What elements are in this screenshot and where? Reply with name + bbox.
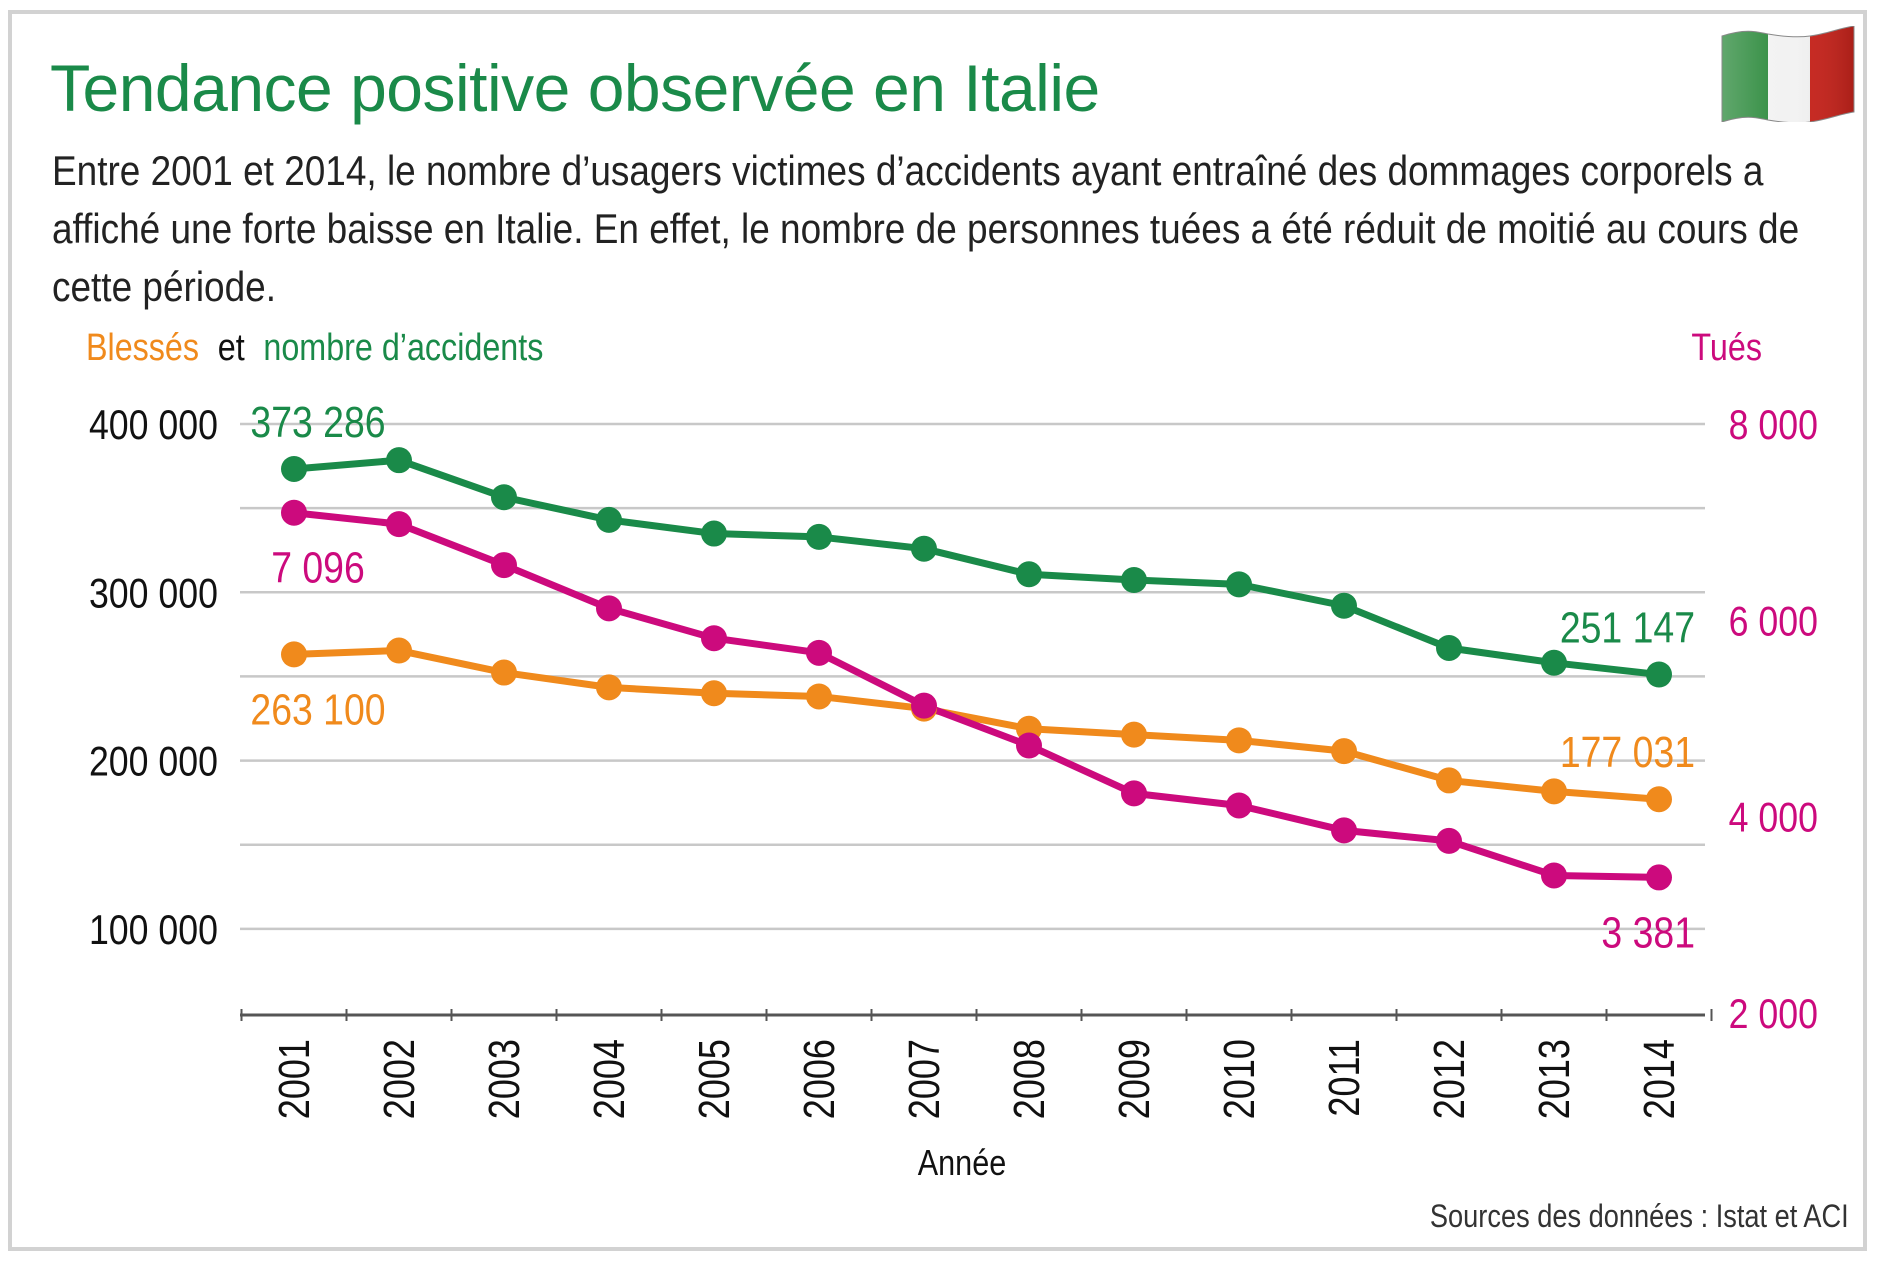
- data-point: [596, 506, 622, 533]
- series-line: [293, 456, 1660, 678]
- data-point: [1226, 727, 1252, 754]
- left-tick-label: 300 000: [89, 571, 218, 617]
- left-axis-title-et: et: [218, 327, 245, 369]
- x-tick-label: 2009: [1110, 1039, 1159, 1119]
- data-source: Sources des données : Istat et ACI: [1430, 1198, 1849, 1234]
- data-label: 263 100: [250, 685, 385, 735]
- x-tick-label: 2012: [1425, 1039, 1474, 1119]
- data-point: [281, 641, 307, 668]
- data-point: [281, 455, 307, 482]
- data-point: [1016, 561, 1042, 588]
- data-point: [911, 535, 937, 562]
- data-point: [1226, 571, 1252, 598]
- chart-frame: [8, 10, 1867, 1251]
- data-point: [281, 499, 307, 526]
- data-point: [1016, 732, 1042, 759]
- x-tick-label: 2005: [690, 1039, 739, 1119]
- data-point: [806, 639, 832, 666]
- data-label: 177 031: [1560, 727, 1695, 777]
- data-point: [806, 683, 832, 710]
- data-point: [1121, 721, 1147, 748]
- chart-subtitle: Entre 2001 et 2014, le nombre d’usagers …: [52, 147, 1800, 310]
- data-point: [1121, 780, 1147, 807]
- data-point: [701, 680, 727, 707]
- chart-labels: 263 100 177 031 373 286 251 147 7 096 3 381: [250, 397, 1695, 957]
- x-tick-label: 2014: [1635, 1039, 1684, 1119]
- series-line: [293, 647, 1660, 803]
- right-tick-label: 6 000: [1729, 599, 1818, 645]
- data-point: [1541, 778, 1567, 805]
- left-axis-title: Blessés et nombre d’accidents: [86, 327, 543, 369]
- data-point: [491, 484, 517, 511]
- data-point: [386, 447, 412, 474]
- data-label: 373 286: [250, 397, 385, 447]
- x-tick-label: 2003: [480, 1039, 529, 1119]
- data-point: [806, 523, 832, 550]
- x-tick-label: 2004: [585, 1039, 634, 1119]
- data-point: [1331, 592, 1357, 619]
- data-point: [1331, 817, 1357, 844]
- data-point: [1646, 661, 1672, 688]
- x-tick-label: 2001: [270, 1039, 319, 1119]
- x-tick-label: 2008: [1005, 1039, 1054, 1119]
- data-point: [1121, 567, 1147, 594]
- right-tick-label: 2 000: [1729, 991, 1818, 1037]
- series-points: [281, 447, 1672, 891]
- chart-title: Tendance positive observée en Italie: [50, 51, 1100, 125]
- data-point: [1331, 738, 1357, 765]
- data-point: [1226, 792, 1252, 819]
- data-point: [596, 674, 622, 701]
- data-point: [1436, 634, 1462, 661]
- data-point: [596, 595, 622, 622]
- data-label: 251 147: [1560, 603, 1695, 653]
- x-tick-label: 2007: [900, 1039, 949, 1119]
- data-point: [1541, 862, 1567, 889]
- x-axis-title: Année: [918, 1144, 1006, 1184]
- left-tick-label: 100 000: [89, 907, 218, 953]
- data-point: [701, 625, 727, 652]
- x-tick-label: 2011: [1320, 1039, 1369, 1117]
- series-line: [293, 509, 1660, 881]
- left-tick-label: 200 000: [89, 739, 218, 785]
- right-tick-label: 8 000: [1729, 402, 1818, 448]
- axes: 2001 2002 2003 2004 2005 2006 2007 2008 2009 2010…: [86, 327, 1818, 1184]
- x-tick-label: 2010: [1215, 1039, 1264, 1119]
- left-tick-label: 400 000: [89, 402, 218, 448]
- data-point: [1436, 827, 1462, 854]
- data-point: [1646, 786, 1672, 813]
- data-point: [701, 520, 727, 547]
- right-tick-label: 4 000: [1729, 795, 1818, 841]
- data-point: [386, 637, 412, 664]
- data-point: [1436, 767, 1462, 794]
- data-point: [1646, 864, 1672, 891]
- data-label: 7 096: [271, 543, 365, 593]
- x-tick-label: 2002: [375, 1039, 424, 1119]
- series-lines: [293, 456, 1660, 881]
- data-point: [386, 511, 412, 538]
- data-point: [911, 692, 937, 719]
- data-label: 3 381: [1601, 908, 1695, 958]
- italian-flag-icon: [1721, 26, 1855, 122]
- data-point: [491, 659, 517, 686]
- x-tick-label: 2013: [1530, 1039, 1579, 1119]
- x-tick-label: 2006: [795, 1039, 844, 1119]
- data-point: [491, 552, 517, 579]
- right-axis-title: Tués: [1691, 327, 1762, 369]
- left-axis-title-accidents: nombre d’accidents: [263, 327, 543, 369]
- left-axis-title-blesses: Blessés: [86, 327, 199, 369]
- data-point: [1541, 649, 1567, 676]
